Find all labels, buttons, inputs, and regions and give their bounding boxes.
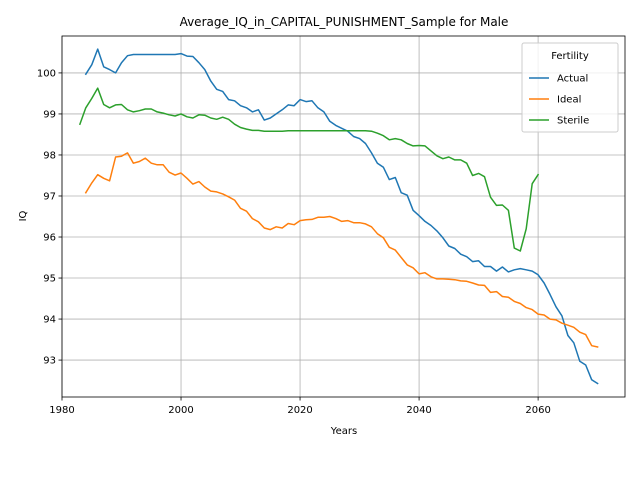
- y-tick-label: 94: [43, 315, 56, 326]
- x-tick-label: 1980: [49, 405, 74, 416]
- axes-frame: [61, 35, 626, 398]
- y-tick-label: 98: [43, 151, 56, 162]
- legend-label-sterile: Sterile: [557, 116, 589, 127]
- series-line-sterile: [78, 87, 540, 252]
- chart-title: Average_IQ_in_CAPITAL_PUNISHMENT_Sample …: [180, 15, 509, 29]
- legend-title: Fertility: [551, 51, 589, 62]
- y-tick-label: 100: [37, 69, 56, 80]
- y-tick-label: 97: [43, 192, 56, 203]
- legend: Fertility Actual Ideal Sterile: [521, 42, 619, 133]
- series-lines: [78, 48, 599, 385]
- y-axis-label: IQ: [18, 210, 29, 221]
- x-tick-label: 2000: [168, 405, 193, 416]
- series-line-ideal: [84, 152, 599, 348]
- axis-ticks: 1980 2000 2020 2040 2060 93 94 95 96 97 98 99 100: [37, 69, 551, 416]
- y-tick-label: 99: [43, 110, 56, 121]
- x-tick-label: 2040: [406, 405, 431, 416]
- x-tick-label: 2020: [287, 405, 312, 416]
- x-tick-label: 2060: [525, 405, 550, 416]
- legend-label-ideal: Ideal: [557, 95, 581, 106]
- legend-entries: Actual Ideal Sterile: [529, 74, 589, 127]
- legend-label-actual: Actual: [557, 74, 588, 85]
- y-tick-label: 96: [43, 233, 56, 244]
- x-axis-label: Years: [330, 426, 357, 437]
- series-line-actual: [84, 48, 599, 385]
- y-tick-label: 93: [43, 356, 56, 367]
- legend-box: [521, 42, 619, 133]
- y-tick-label: 95: [43, 274, 56, 285]
